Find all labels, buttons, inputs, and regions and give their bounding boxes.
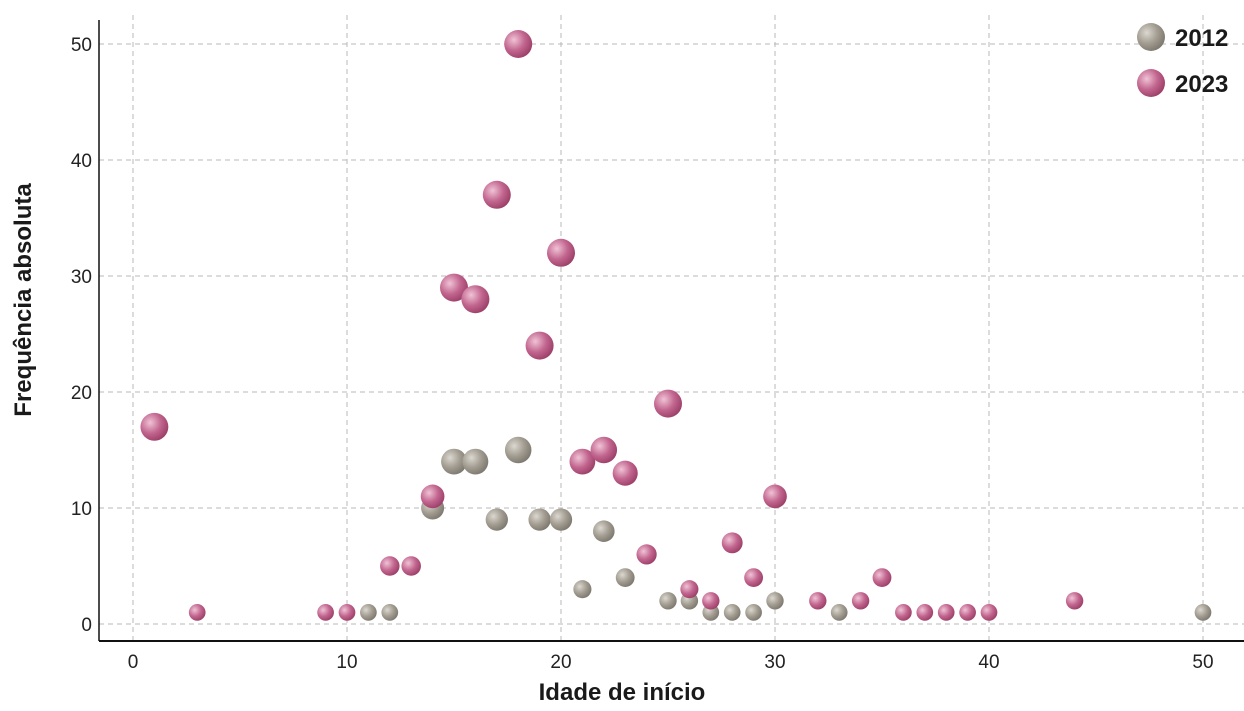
point-2023 (317, 604, 334, 621)
x-tick-label: 10 (336, 652, 357, 673)
data-points (140, 30, 1212, 621)
point-2023 (1065, 592, 1084, 610)
y-tick-label: 40 (71, 151, 92, 172)
y-tick-label: 0 (81, 615, 92, 636)
y-tick-label: 50 (71, 35, 92, 56)
point-2023 (872, 568, 892, 587)
y-tick-label: 20 (71, 383, 92, 404)
point-2023 (338, 604, 356, 621)
point-2023 (763, 484, 787, 509)
point-2023 (680, 580, 699, 599)
x-axis-title: Idade de início (539, 679, 706, 706)
point-2023 (612, 460, 638, 486)
point-2012 (615, 568, 635, 587)
point-2023 (380, 556, 400, 576)
legend-label: 2023 (1175, 71, 1228, 98)
point-2023 (636, 544, 657, 565)
series-2023 (140, 30, 1084, 621)
point-2023 (916, 604, 934, 621)
x-tick-label: 0 (128, 652, 139, 673)
point-2023 (140, 412, 169, 441)
point-2012 (462, 448, 489, 475)
point-2012 (659, 592, 677, 610)
series-2012 (360, 436, 1212, 621)
point-2023 (440, 273, 468, 302)
point-2023 (721, 532, 743, 554)
point-2012 (528, 508, 551, 531)
legend-label: 2012 (1175, 25, 1228, 52)
y-tick-label: 30 (71, 267, 92, 288)
point-2023 (654, 389, 682, 418)
point-2023 (809, 592, 827, 610)
grid-lines (99, 15, 1244, 641)
x-tick-labels: 0 10 20 30 40 50 (128, 652, 1214, 673)
legend-marker-2023 (1137, 69, 1165, 97)
point-2012 (745, 604, 762, 621)
point-2023 (401, 556, 421, 576)
x-tick-label: 30 (764, 652, 785, 673)
point-2012 (485, 508, 508, 531)
point-2023 (895, 604, 912, 621)
point-2023 (744, 568, 763, 587)
point-2012 (723, 604, 741, 621)
point-2023 (937, 604, 955, 621)
point-2023 (980, 604, 998, 621)
point-2023 (547, 238, 575, 267)
legend-marker-2012 (1137, 23, 1165, 51)
point-2023 (525, 331, 554, 360)
point-2023 (420, 484, 445, 509)
point-2012 (549, 508, 573, 531)
point-2012 (766, 592, 784, 610)
y-tick-labels: 0 10 20 30 40 50 (71, 35, 92, 636)
y-tick-label: 10 (71, 499, 92, 520)
point-2012 (381, 604, 399, 621)
point-2012 (504, 436, 532, 464)
point-2023 (851, 592, 870, 610)
point-2012 (830, 604, 848, 621)
x-tick-label: 20 (550, 652, 571, 673)
point-2023 (590, 436, 618, 464)
point-2012 (1194, 604, 1212, 621)
point-2023 (504, 30, 533, 58)
legend: 2012 2023 (1137, 23, 1228, 98)
point-2023 (188, 604, 206, 621)
point-2012 (360, 604, 377, 621)
axes (98, 20, 1244, 642)
point-2023 (569, 448, 596, 475)
point-2023 (959, 604, 976, 621)
point-2012 (441, 448, 467, 475)
x-tick-label: 40 (978, 652, 999, 673)
y-axis-title: Frequência absoluta (10, 183, 37, 417)
point-2023 (702, 592, 720, 610)
point-2012 (573, 580, 592, 599)
point-2012 (593, 520, 615, 542)
point-2023 (482, 180, 511, 209)
point-2023 (461, 285, 490, 314)
x-tick-label: 50 (1192, 652, 1213, 673)
